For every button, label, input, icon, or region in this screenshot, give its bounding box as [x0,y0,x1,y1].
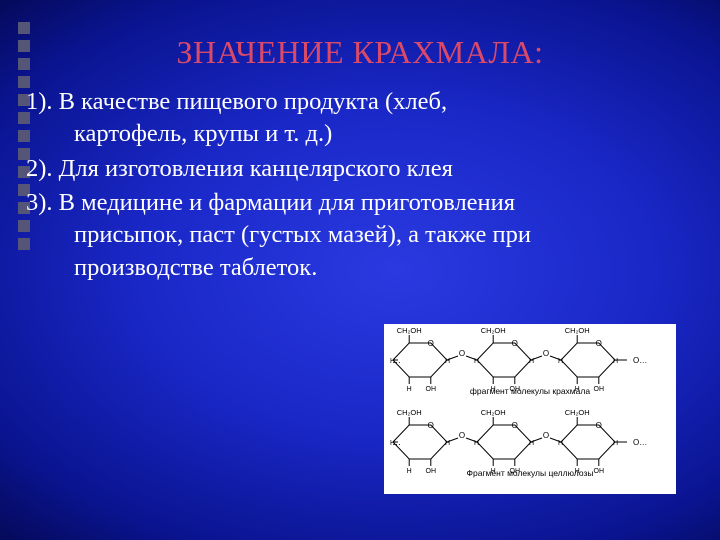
svg-text:O: O [428,339,434,348]
svg-text:OH: OH [426,468,437,475]
item-text: В качестве пищевого продукта (хлеб, [59,88,447,115]
svg-text:H: H [390,440,395,447]
list-item: 1). В качестве пищевого продукта (хлеб, … [26,86,696,151]
deco-square [18,22,30,34]
svg-text:OH: OH [594,468,605,475]
chem-svg: …OCH₂OHHOHHHOCH₂OHHOHHHOOCH₂OHHOHHHOO…фр… [384,324,676,494]
slide: ЗНАЧЕНИЕ КРАХМАЛА: 1). В качестве пищево… [0,0,720,540]
svg-text:O: O [543,349,549,358]
item-number: 3). [26,189,53,216]
svg-text:O: O [459,431,465,440]
svg-text:O: O [596,339,602,348]
svg-text:H: H [613,440,618,447]
item-text: Для изготовления канцелярского клея [59,155,453,182]
svg-text:Фрагмент молекулы целлюлозы: Фрагмент молекулы целлюлозы [467,468,594,478]
svg-text:фрагмент молекулы крахмала: фрагмент молекулы крахмала [470,386,590,396]
svg-text:CH₂OH: CH₂OH [565,326,590,335]
chemistry-diagram: …OCH₂OHHOHHHOCH₂OHHOHHHOOCH₂OHHOHHHOO…фр… [384,324,676,494]
svg-text:H: H [407,468,412,475]
list-item: 2). Для изготовления канцелярского клея [26,153,696,185]
svg-text:CH₂OH: CH₂OH [481,408,506,417]
svg-text:OH: OH [594,386,605,393]
svg-text:CH₂OH: CH₂OH [565,408,590,417]
svg-text:O…: O… [633,438,647,447]
svg-text:O: O [459,349,465,358]
svg-text:CH₂OH: CH₂OH [397,408,422,417]
slide-body: 1). В качестве пищевого продукта (хлеб, … [26,86,696,286]
svg-text:O: O [596,421,602,430]
item-text: производстве таблеток. [26,252,696,284]
svg-text:H: H [407,386,412,393]
item-text: присыпок, паст (густых мазей), а также п… [26,219,696,251]
svg-text:H: H [390,358,395,365]
svg-text:O: O [512,421,518,430]
slide-title: ЗНАЧЕНИЕ КРАХМАЛА: [0,34,720,71]
item-text: картофель, крупы и т. д.) [26,118,696,150]
svg-text:O: O [512,339,518,348]
svg-text:H: H [613,358,618,365]
list-item: 3). В медицине и фармации для приготовле… [26,187,696,284]
svg-text:O: O [428,421,434,430]
svg-text:O…: O… [633,356,647,365]
svg-text:O: O [543,431,549,440]
item-number: 2). [26,155,53,182]
item-number: 1). [26,88,53,115]
item-text: В медицине и фармации для приготовления [59,189,515,216]
svg-text:CH₂OH: CH₂OH [397,326,422,335]
svg-text:OH: OH [426,386,437,393]
svg-text:CH₂OH: CH₂OH [481,326,506,335]
